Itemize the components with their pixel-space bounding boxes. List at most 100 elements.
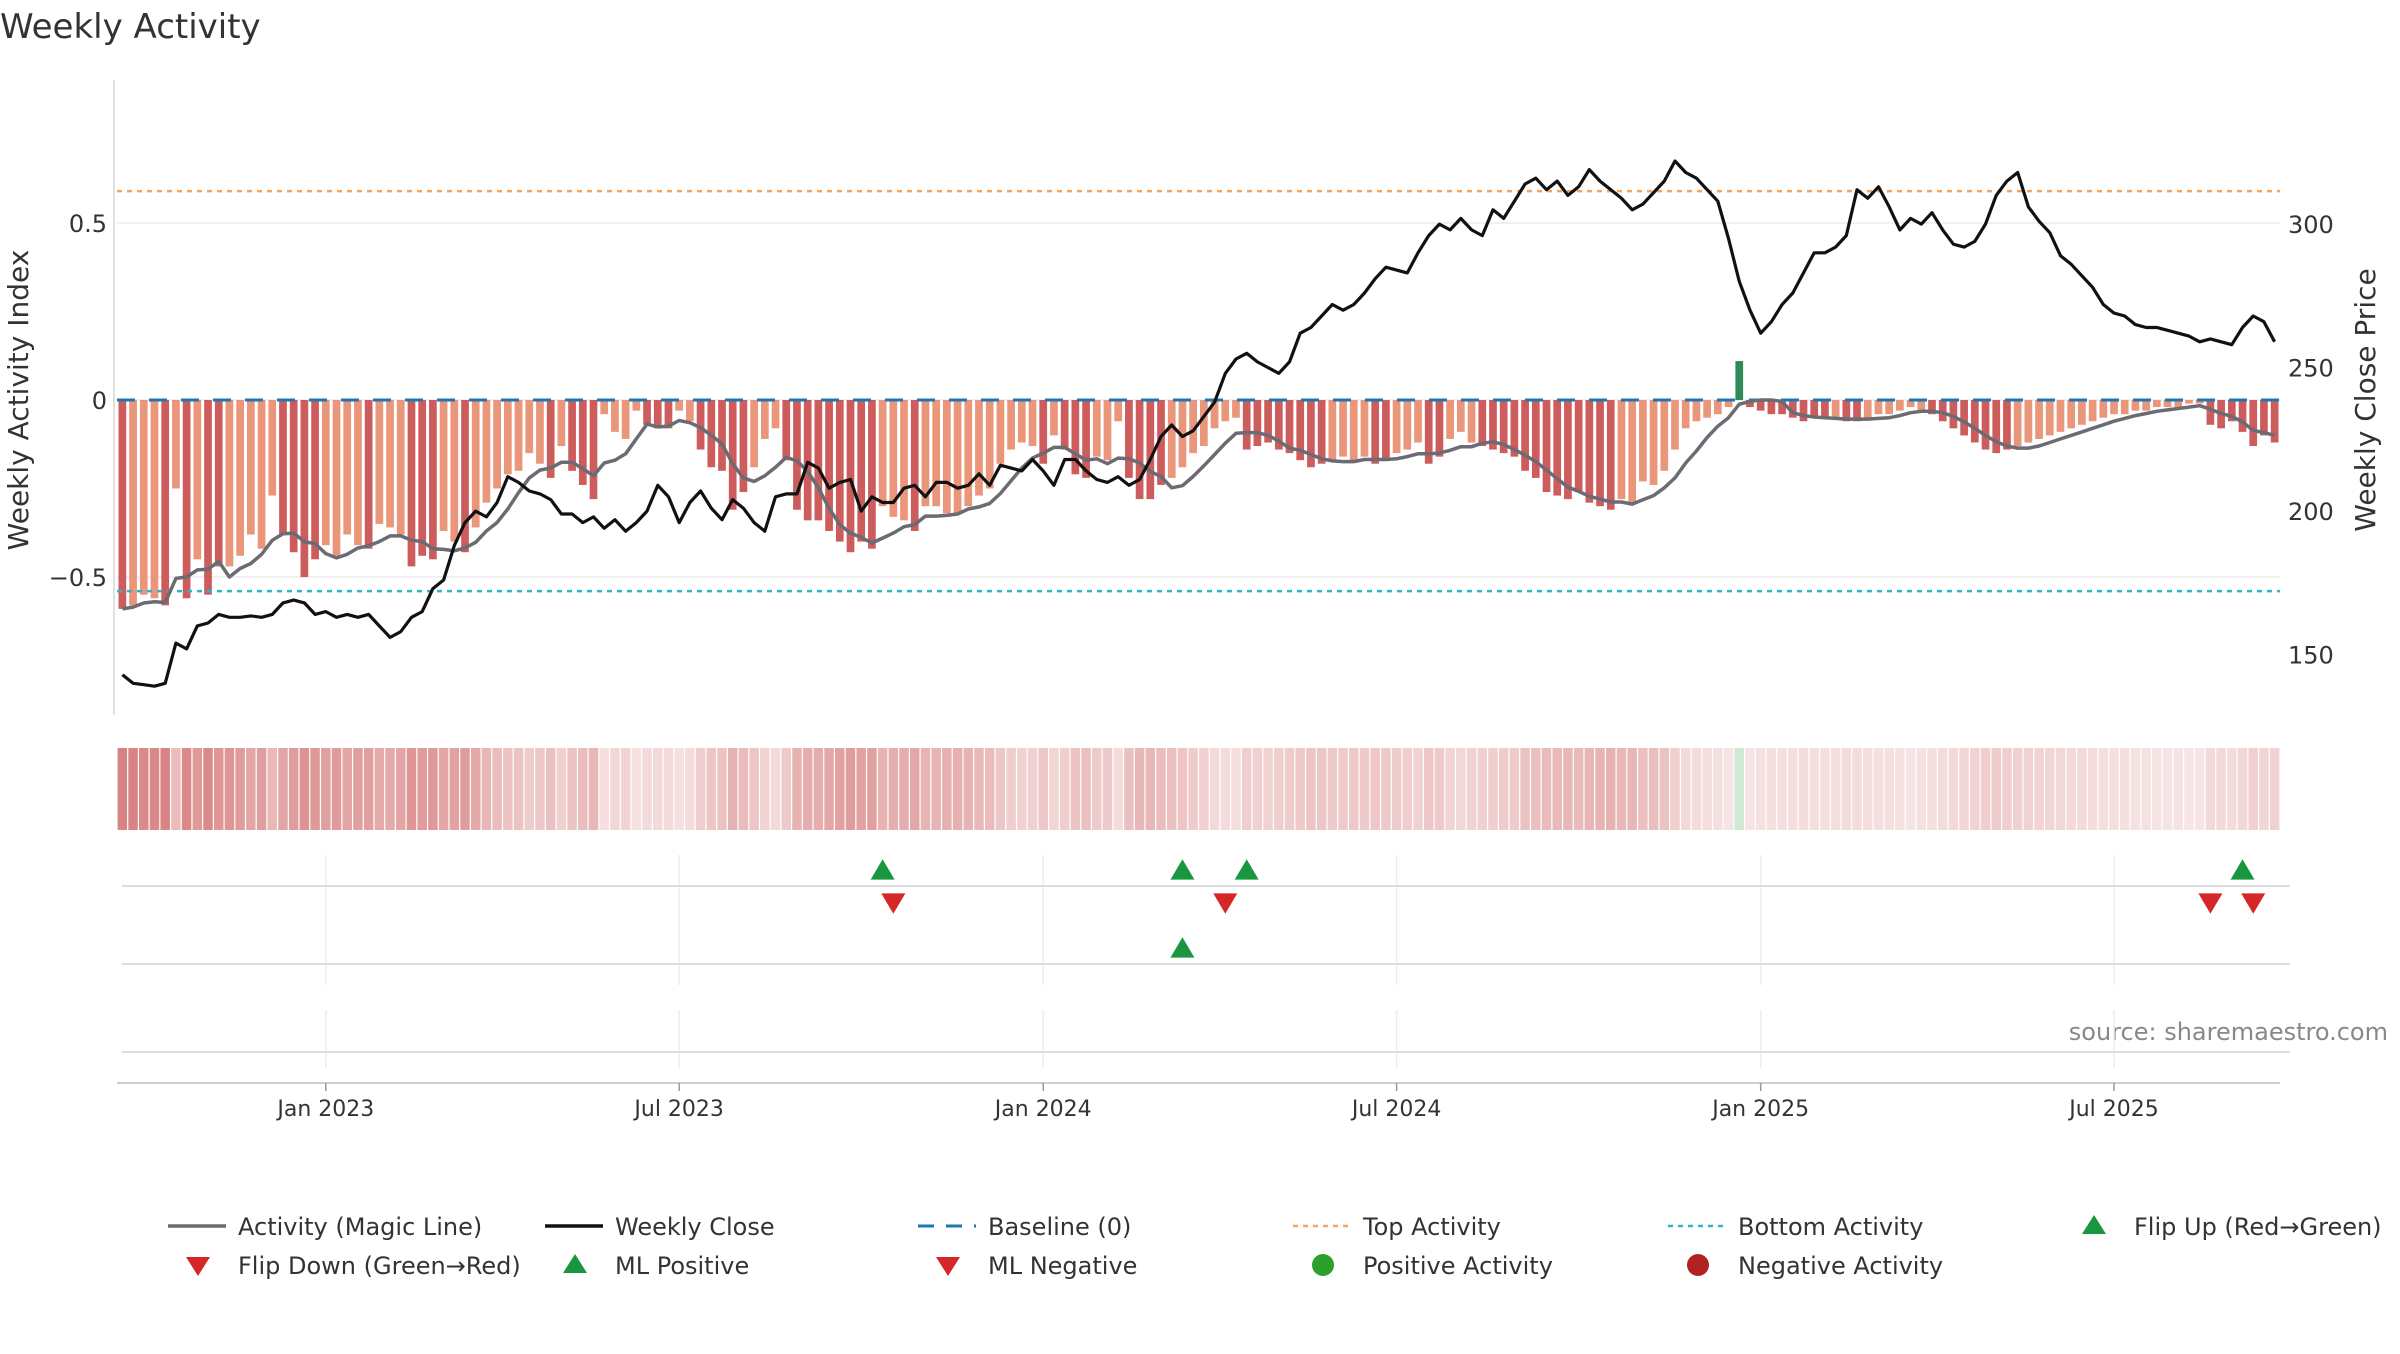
activity-bar <box>1553 400 1562 496</box>
activity-bar <box>1853 400 1861 422</box>
right-tick-label: 150 <box>2288 642 2334 670</box>
heat-cell <box>224 748 235 830</box>
activity-bar <box>1906 400 1915 408</box>
left-tick-label: 0 <box>92 387 107 415</box>
heat-cell <box>2269 748 2280 830</box>
activity-bar <box>1467 400 1476 443</box>
heat-cell <box>1809 748 1819 830</box>
chart-title: Weekly Activity <box>0 7 261 47</box>
activity-bar <box>803 400 812 521</box>
activity-bar <box>1414 400 1422 443</box>
heat-cell <box>1017 748 1027 830</box>
x-tick-label: Jul 2024 <box>1350 1097 1442 1122</box>
heat-cell <box>770 748 781 830</box>
activity-bar <box>1382 400 1390 461</box>
activity-bar <box>1210 400 1219 429</box>
activity-bar <box>2270 400 2279 443</box>
activity-bar <box>204 400 212 595</box>
activity-bar <box>2088 400 2097 422</box>
activity-bar <box>921 400 930 507</box>
activity-bar <box>1456 400 1465 432</box>
activity-bar <box>589 400 598 500</box>
heat-cell <box>792 748 802 830</box>
activity-bar <box>1585 400 1594 503</box>
activity-bar <box>1092 400 1101 457</box>
activity-bar <box>1178 400 1187 468</box>
heat-cell <box>160 748 170 830</box>
activity-bar <box>2045 400 2054 436</box>
activity-bar <box>1724 400 1733 408</box>
heat-cell <box>1220 748 1231 830</box>
activity-bar <box>418 400 427 556</box>
heat-cell <box>620 748 631 830</box>
flip-down-marker <box>1213 893 1238 914</box>
activity-bar <box>118 400 127 609</box>
legend-swatch-ml-positive <box>563 1254 587 1273</box>
activity-bar <box>943 400 951 514</box>
activity-bar <box>1713 400 1722 415</box>
heat-cell <box>2119 748 2130 830</box>
activity-bar <box>193 400 202 560</box>
heat-cell <box>213 748 224 830</box>
flip-down-marker <box>2198 893 2223 914</box>
heat-cell <box>235 748 245 830</box>
activity-bar <box>1499 400 1508 454</box>
heat-cell <box>2173 748 2184 830</box>
heat-cell <box>470 748 481 830</box>
heat-cell <box>1316 748 1327 830</box>
heat-cell <box>2077 748 2087 830</box>
heat-cell <box>1306 748 1316 830</box>
heat-cell <box>1820 748 1830 830</box>
heat-cell <box>299 748 310 830</box>
heat-cell <box>2055 748 2066 830</box>
activity-bar <box>1531 400 1540 478</box>
activity-bar <box>246 400 255 535</box>
heat-cell <box>802 748 813 830</box>
activity-bar <box>578 400 587 485</box>
activity-bar <box>1660 400 1669 471</box>
activity-bar <box>568 400 576 471</box>
activity-bar <box>1735 361 1744 400</box>
legend-swatch-flip-up <box>2082 1215 2106 1234</box>
heat-cell <box>717 748 727 830</box>
activity-bar <box>868 400 876 549</box>
heat-cell <box>2152 748 2162 830</box>
activity-bar <box>2185 400 2193 404</box>
heat-cell <box>1456 748 1466 830</box>
heat-cell <box>2259 748 2269 830</box>
heat-cell <box>545 748 556 830</box>
heat-cell <box>1916 748 1927 830</box>
heat-cell <box>674 748 684 830</box>
heat-cell <box>760 748 770 830</box>
heat-cell <box>1295 748 1305 830</box>
heat-cell <box>1616 748 1627 830</box>
heat-cell <box>1027 748 1038 830</box>
heat-cell <box>920 748 931 830</box>
activity-bar <box>1521 400 1529 471</box>
activity-bar <box>1938 400 1947 422</box>
legend-label: Weekly Close <box>615 1213 775 1241</box>
heat-cell <box>1509 748 1520 830</box>
activity-bar <box>1756 400 1765 411</box>
activity-bar <box>1253 400 1262 447</box>
heat-cell <box>685 748 695 830</box>
heat-cell <box>2002 748 2012 830</box>
heat-cell <box>738 748 749 830</box>
activity-bar <box>289 400 298 553</box>
activity-bar <box>1039 400 1048 464</box>
activity-bar <box>182 400 191 599</box>
heat-cell <box>1349 748 1359 830</box>
activity-bar <box>857 400 866 542</box>
heat-cell <box>1177 748 1188 830</box>
heat-cell <box>1113 748 1123 830</box>
heat-cell <box>1413 748 1423 830</box>
legend-label: Activity (Magic Line) <box>238 1213 482 1241</box>
heat-cell <box>278 748 288 830</box>
heat-cell <box>931 748 941 830</box>
activity-bar <box>321 400 330 546</box>
heat-cell <box>1423 748 1434 830</box>
activity-bar <box>1842 400 1851 422</box>
activity-bar <box>793 400 801 510</box>
heat-cell <box>481 748 492 830</box>
heat-cell <box>1391 748 1402 830</box>
